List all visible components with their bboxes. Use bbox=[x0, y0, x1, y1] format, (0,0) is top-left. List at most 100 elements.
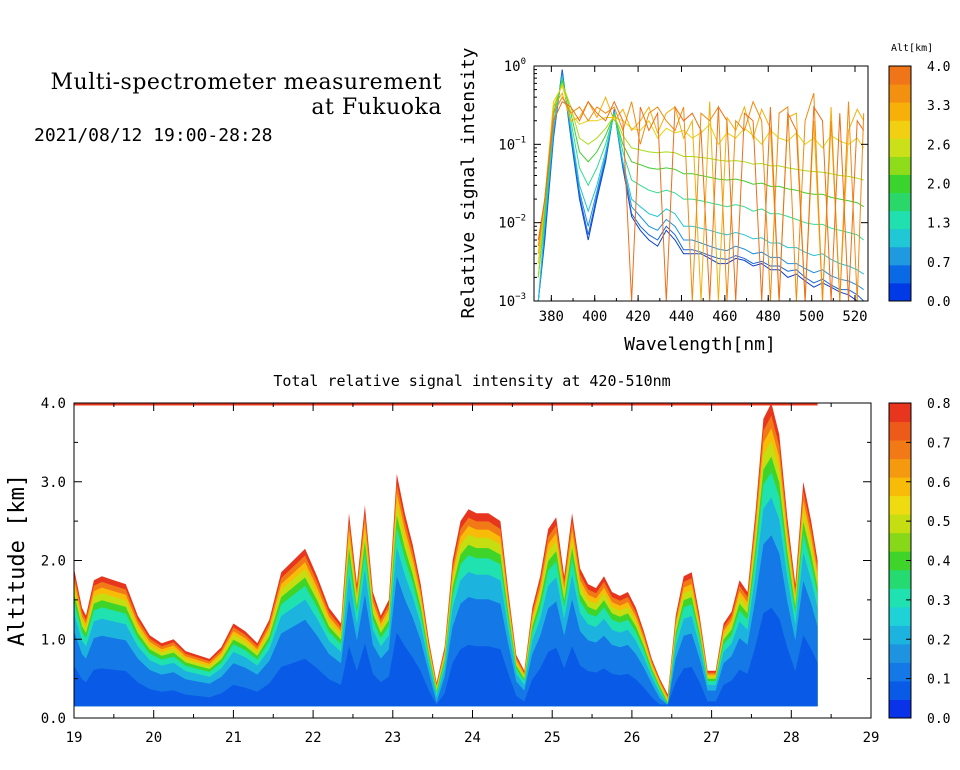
altitude-colorbar-tick-label: 0.0 bbox=[927, 295, 950, 310]
intensity-colorbar-swatch bbox=[889, 514, 911, 534]
heatmap-cloud-field bbox=[74, 403, 818, 707]
spectrum-plot-frame bbox=[533, 65, 869, 302]
heatmap-x-tick-label: 26 bbox=[623, 730, 640, 746]
heatmap-y-tick-label: 4.0 bbox=[41, 396, 66, 412]
altitude-colorbar-swatch bbox=[889, 174, 911, 194]
intensity-colorbar-tick-label: 0.3 bbox=[927, 594, 950, 609]
intensity-colorbar-tick-label: 0.7 bbox=[927, 436, 950, 451]
heatmap-x-tick-label: 28 bbox=[783, 730, 800, 746]
intensity-colorbar-swatch bbox=[889, 662, 911, 682]
heatmap-y-axis-label: Altitude [km] bbox=[5, 474, 30, 646]
spectrum-series-line bbox=[537, 69, 859, 301]
spectrum-x-tick-label: 440 bbox=[669, 309, 694, 325]
spectrum-series-line bbox=[537, 100, 865, 301]
altitude-colorbar: 4.0 3.3 2.6 2.0 1.3 0.7 0.0 bbox=[888, 60, 950, 310]
intensity-heatmap-chart: Total relative signal intensity at 420-5… bbox=[5, 372, 951, 746]
intensity-colorbar-swatch bbox=[889, 699, 911, 719]
altitude-colorbar-swatch bbox=[889, 102, 911, 121]
spectrum-series-line bbox=[537, 78, 865, 278]
heatmap-x-tick-label: 25 bbox=[544, 730, 561, 746]
intensity-colorbar-tick-label: 0.1 bbox=[927, 673, 950, 688]
spectrum-x-tick-label: 500 bbox=[799, 309, 824, 325]
intensity-colorbar-swatch bbox=[889, 532, 911, 552]
intensity-colorbar-swatch bbox=[889, 551, 911, 571]
spectrum-x-tick-label: 520 bbox=[842, 309, 867, 325]
altitude-colorbar-swatch bbox=[889, 192, 911, 212]
heatmap-x-tick-label: 21 bbox=[225, 730, 242, 746]
heatmap-x-tick-label: 24 bbox=[464, 730, 481, 746]
spectrum-x-ticks: 380 400 420 440 460 480 500 520 bbox=[539, 66, 868, 325]
heatmap-y-tick-label: 1.0 bbox=[41, 632, 66, 648]
altitude-colorbar-swatch bbox=[889, 66, 911, 85]
intensity-colorbar-swatch bbox=[889, 643, 911, 663]
spectrum-series-line bbox=[537, 71, 865, 301]
altitude-colorbar-swatch bbox=[889, 228, 911, 248]
heatmap-x-tick-label: 27 bbox=[703, 730, 720, 746]
altitude-colorbar-swatch bbox=[889, 84, 911, 103]
heatmap-x-tick-label: 20 bbox=[145, 730, 162, 746]
altitude-colorbar-tick-label: 1.3 bbox=[927, 217, 950, 232]
intensity-colorbar-swatch bbox=[889, 588, 911, 608]
intensity-colorbar-swatch bbox=[889, 569, 911, 589]
altitude-colorbar-tick-label: 4.0 bbox=[927, 60, 950, 75]
figure-title-line1: Multi-spectrometer measurement bbox=[50, 70, 442, 95]
spectrum-x-tick-label: 420 bbox=[625, 309, 650, 325]
altitude-colorbar-label: Alt[km] bbox=[891, 43, 933, 54]
spectrum-x-tick-label: 460 bbox=[712, 309, 737, 325]
spectrum-series-line bbox=[537, 73, 864, 301]
heatmap-y-ticks: 0.0 1.0 2.0 3.0 4.0 bbox=[41, 396, 871, 727]
intensity-colorbar-swatch bbox=[889, 421, 911, 441]
intensity-colorbar-tick-label: 0.8 bbox=[927, 397, 950, 412]
spectrum-y-tick-label: 10−3 bbox=[498, 292, 526, 310]
intensity-colorbar-swatch bbox=[889, 606, 911, 626]
intensity-colorbar-tick-label: 0.2 bbox=[927, 633, 950, 648]
intensity-colorbar-swatch bbox=[889, 440, 911, 460]
heatmap-intensity-band bbox=[74, 535, 818, 707]
intensity-colorbar-tick-label: 0.0 bbox=[927, 712, 950, 727]
altitude-colorbar-swatch bbox=[889, 246, 911, 266]
spectrum-x-tick-label: 480 bbox=[756, 309, 781, 325]
altitude-colorbar-swatch bbox=[889, 156, 911, 175]
intensity-colorbar-swatch bbox=[889, 495, 911, 515]
spectrum-series-line bbox=[537, 75, 864, 301]
intensity-colorbar-swatch bbox=[889, 625, 911, 645]
spectrum-chart: 380 400 420 440 460 480 500 520 100 10−1 10−2 10−3… bbox=[458, 43, 950, 355]
spectrum-y-tick-label: 100 bbox=[504, 57, 526, 75]
altitude-colorbar-swatch bbox=[889, 282, 911, 302]
altitude-colorbar-frame bbox=[888, 65, 912, 302]
heatmap-y-tick-label: 2.0 bbox=[41, 554, 66, 570]
altitude-colorbar-swatch bbox=[889, 138, 911, 157]
heatmap-x-tick-label: 22 bbox=[305, 730, 322, 746]
altitude-colorbar-tick-label: 2.6 bbox=[927, 138, 950, 153]
spectrum-series-line bbox=[537, 93, 865, 301]
spectrum-series-line bbox=[537, 78, 864, 278]
spectrum-y-tick-label: 10−1 bbox=[498, 135, 526, 153]
intensity-colorbar-swatch bbox=[889, 458, 911, 478]
heatmap-y-tick-label: 3.0 bbox=[41, 475, 66, 491]
altitude-colorbar-tick-label: 2.0 bbox=[927, 178, 950, 193]
heatmap-x-tick-label: 29 bbox=[863, 730, 880, 746]
figure-title-line2: at Fukuoka bbox=[311, 95, 442, 120]
intensity-colorbar-tick-label: 0.4 bbox=[927, 555, 951, 570]
figure-title-block: Multi-spectrometer measurement at Fukuok… bbox=[12, 70, 442, 120]
intensity-colorbar-tick-label: 0.5 bbox=[927, 515, 950, 530]
spectrum-x-tick-label: 400 bbox=[582, 309, 607, 325]
spectrum-y-ticks: 100 10−1 10−2 10−3 bbox=[498, 57, 868, 310]
altitude-colorbar-swatch bbox=[889, 120, 911, 139]
spectrum-series-group bbox=[537, 69, 865, 301]
heatmap-title: Total relative signal intensity at 420-5… bbox=[273, 372, 670, 390]
heatmap-intensity-band bbox=[74, 607, 818, 707]
spectrum-y-axis-label: Relative signal intensity bbox=[458, 47, 479, 318]
intensity-colorbar-tick-label: 0.6 bbox=[927, 476, 950, 491]
heatmap-x-tick-label: 23 bbox=[384, 730, 401, 746]
altitude-colorbar-swatch bbox=[889, 210, 911, 230]
intensity-colorbar: 0.8 0.7 0.6 0.5 0.4 0.3 0.2 0.1 0.0 bbox=[888, 397, 951, 727]
altitude-colorbar-tick-label: 0.7 bbox=[927, 256, 950, 271]
heatmap-y-tick-label: 0.0 bbox=[41, 711, 66, 727]
heatmap-x-tick-label: 19 bbox=[66, 730, 83, 746]
altitude-colorbar-swatch bbox=[889, 264, 911, 284]
intensity-colorbar-swatch bbox=[889, 680, 911, 700]
spectrum-y-tick-label: 10−2 bbox=[498, 214, 526, 232]
altitude-colorbar-tick-label: 3.3 bbox=[927, 99, 950, 114]
